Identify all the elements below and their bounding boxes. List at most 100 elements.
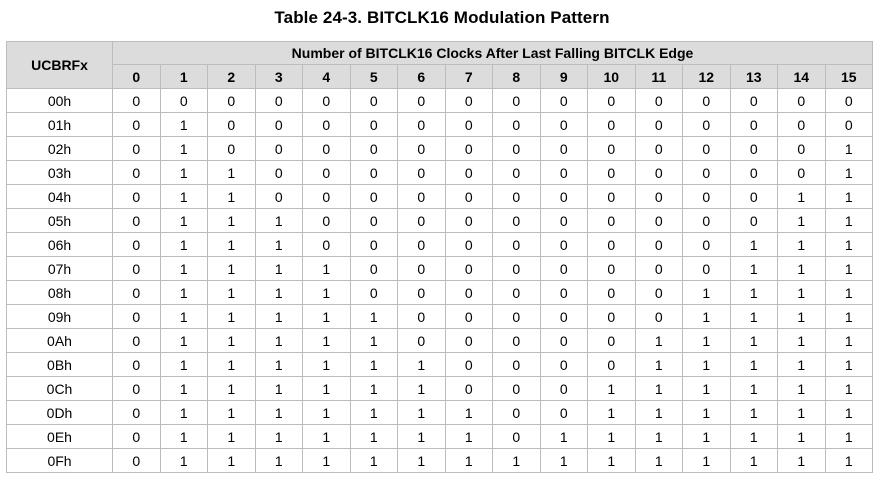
table-cell: 1 xyxy=(254,352,303,377)
table-cell: 1 xyxy=(777,424,826,449)
table-cell: 0 xyxy=(444,280,493,305)
table-cell: 1 xyxy=(159,280,208,305)
table-cell: 1 xyxy=(349,376,398,401)
table-cell: 0 xyxy=(777,136,826,161)
table-cell: 1 xyxy=(729,448,778,473)
table-cell: 0 xyxy=(444,376,493,401)
table-cell: 1 xyxy=(682,448,731,473)
table-cell: 0 xyxy=(112,352,161,377)
table-cell: 1 xyxy=(539,448,588,473)
table-cell: 1 xyxy=(682,280,731,305)
table-cell: 0 xyxy=(492,280,541,305)
table-cell: 1 xyxy=(729,328,778,353)
table-cell: 1 xyxy=(777,352,826,377)
column-header: 12 xyxy=(682,64,731,89)
table-cell: 1 xyxy=(302,448,351,473)
table-cell: 1 xyxy=(349,448,398,473)
table-cell: 1 xyxy=(349,328,398,353)
table-cell: 0 xyxy=(682,208,731,233)
modulation-pattern-table: UCBRFx Number of BITCLK16 Clocks After L… xyxy=(6,41,873,473)
table-row: 02h 0 1 0 0 0 0 0 0 0 0 0 0 0 0 0 1 xyxy=(6,136,873,161)
table-cell: 1 xyxy=(159,184,208,209)
table-cell: 1 xyxy=(824,280,873,305)
table-cell: 0 xyxy=(349,256,398,281)
table-cell: 1 xyxy=(824,328,873,353)
table-cell: 1 xyxy=(682,352,731,377)
table-cell: 1 xyxy=(824,160,873,185)
table-cell: 1 xyxy=(254,424,303,449)
table-cell: 0 xyxy=(634,112,683,137)
table-cell: 0 xyxy=(587,280,636,305)
table-cell: 0 xyxy=(777,160,826,185)
row-label: 0Ch xyxy=(6,376,113,401)
table-cell: 1 xyxy=(777,376,826,401)
table-cell: 0 xyxy=(302,184,351,209)
table-cell: 1 xyxy=(159,424,208,449)
table-cell: 0 xyxy=(444,136,493,161)
table-cell: 1 xyxy=(159,400,208,425)
table-cell: 0 xyxy=(587,232,636,257)
row-label: 08h xyxy=(6,280,113,305)
table-cell: 0 xyxy=(159,88,208,113)
table-cell: 1 xyxy=(397,376,446,401)
table-cell: 0 xyxy=(112,424,161,449)
row-header-ucbrfx: UCBRFx xyxy=(6,41,113,89)
table-cell: 0 xyxy=(349,112,398,137)
table-cell: 0 xyxy=(302,88,351,113)
column-header: 14 xyxy=(777,64,826,89)
table-cell: 1 xyxy=(634,448,683,473)
table-cell: 1 xyxy=(634,352,683,377)
table-row: 03h 0 1 1 0 0 0 0 0 0 0 0 0 0 0 0 1 xyxy=(6,160,873,185)
table-cell: 1 xyxy=(254,280,303,305)
table-cell: 0 xyxy=(112,256,161,281)
table-cell: 1 xyxy=(159,448,208,473)
table-cell: 0 xyxy=(539,136,588,161)
table-cell: 0 xyxy=(397,184,446,209)
table-cell: 0 xyxy=(444,232,493,257)
table-cell: 0 xyxy=(112,88,161,113)
table-cell: 1 xyxy=(397,448,446,473)
table-cell: 0 xyxy=(349,88,398,113)
table-cell: 0 xyxy=(349,136,398,161)
table-cell: 0 xyxy=(349,280,398,305)
table-cell: 0 xyxy=(492,424,541,449)
table-cell: 0 xyxy=(824,88,873,113)
table-cell: 0 xyxy=(112,304,161,329)
row-label: 0Eh xyxy=(6,424,113,449)
table-cell: 1 xyxy=(159,376,208,401)
table-cell: 0 xyxy=(682,160,731,185)
column-header: 8 xyxy=(492,64,541,89)
table-cell: 0 xyxy=(444,328,493,353)
table-cell: 0 xyxy=(539,256,588,281)
table-cell: 1 xyxy=(824,376,873,401)
table-cell: 0 xyxy=(349,208,398,233)
table-cell: 0 xyxy=(634,88,683,113)
table-cell: 0 xyxy=(492,160,541,185)
table-cell: 1 xyxy=(159,328,208,353)
table-row: 01h 0 1 0 0 0 0 0 0 0 0 0 0 0 0 0 0 xyxy=(6,112,873,137)
table-cell: 1 xyxy=(349,352,398,377)
table-cell: 0 xyxy=(302,136,351,161)
table-cell: 1 xyxy=(729,256,778,281)
table-row: 0Ah 0 1 1 1 1 1 0 0 0 0 0 1 1 1 1 1 xyxy=(6,328,873,353)
table-cell: 0 xyxy=(634,232,683,257)
table-cell: 1 xyxy=(349,304,398,329)
column-header: 0 xyxy=(112,64,161,89)
table-cell: 1 xyxy=(397,352,446,377)
table-cell: 1 xyxy=(824,184,873,209)
table-cell: 0 xyxy=(397,160,446,185)
table-cell: 0 xyxy=(634,208,683,233)
table-cell: 0 xyxy=(397,208,446,233)
table-cell: 1 xyxy=(159,304,208,329)
table-cell: 0 xyxy=(729,184,778,209)
table-cell: 1 xyxy=(824,232,873,257)
table-cell: 1 xyxy=(682,376,731,401)
table-cell: 1 xyxy=(302,376,351,401)
table-cell: 0 xyxy=(302,112,351,137)
table-cell: 1 xyxy=(254,376,303,401)
table-row: 0Bh 0 1 1 1 1 1 1 0 0 0 0 1 1 1 1 1 xyxy=(6,352,873,377)
row-label: 0Fh xyxy=(6,448,113,473)
table-cell: 1 xyxy=(824,352,873,377)
table-cell: 0 xyxy=(444,304,493,329)
table-row: 07h 0 1 1 1 1 0 0 0 0 0 0 0 0 1 1 1 xyxy=(6,256,873,281)
